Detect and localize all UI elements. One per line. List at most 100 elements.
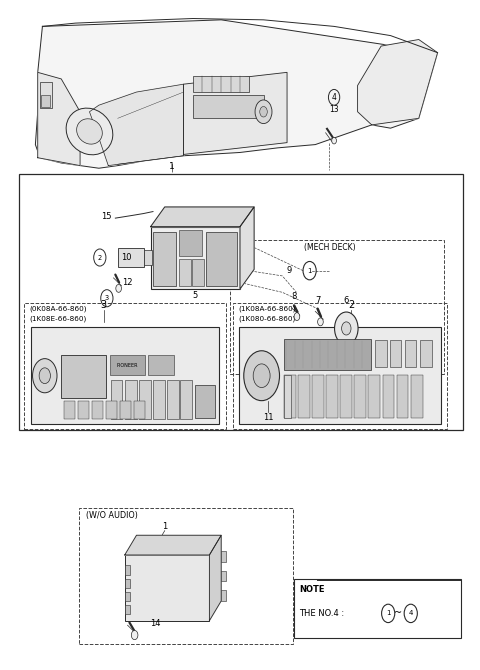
Text: 10: 10 (121, 253, 132, 262)
Text: 1: 1 (162, 522, 168, 531)
Bar (153, 232, 177, 286)
Bar (383, 375, 394, 417)
Bar (179, 259, 191, 286)
Bar (206, 232, 237, 286)
Bar (229, 240, 444, 375)
Bar (139, 380, 151, 419)
Circle shape (332, 137, 336, 144)
Bar (118, 249, 144, 267)
Bar (148, 355, 174, 375)
Polygon shape (36, 20, 438, 168)
Bar (125, 565, 131, 575)
Bar (233, 303, 447, 429)
Text: 2: 2 (348, 300, 354, 310)
Polygon shape (125, 535, 221, 555)
Bar (24, 303, 226, 429)
Polygon shape (240, 207, 254, 289)
Bar (79, 509, 293, 644)
Text: 13: 13 (329, 105, 339, 114)
Bar (41, 95, 50, 107)
Bar (19, 174, 463, 430)
Bar (78, 401, 89, 419)
Bar (239, 327, 441, 424)
Bar (375, 340, 387, 366)
Bar (354, 375, 366, 417)
Polygon shape (209, 535, 221, 620)
Bar (221, 551, 226, 561)
Bar (144, 251, 152, 265)
Ellipse shape (66, 108, 113, 155)
Text: (1K08A-66-860): (1K08A-66-860) (239, 306, 296, 312)
Bar (92, 401, 103, 419)
Circle shape (244, 351, 279, 401)
Polygon shape (358, 40, 438, 125)
Bar (340, 375, 352, 417)
Bar (193, 95, 264, 119)
Bar (390, 340, 401, 366)
Bar (193, 76, 250, 92)
Bar (294, 580, 461, 639)
Text: 7: 7 (315, 295, 320, 305)
Bar (63, 401, 75, 419)
Bar (153, 380, 165, 419)
Bar (284, 375, 291, 417)
Bar (192, 259, 204, 286)
Circle shape (335, 312, 358, 345)
Polygon shape (38, 72, 80, 165)
Bar (120, 401, 132, 419)
Text: THE NO.4 :: THE NO.4 : (299, 609, 347, 618)
Bar (134, 401, 145, 419)
Polygon shape (151, 207, 254, 226)
Circle shape (33, 358, 57, 393)
Text: 14: 14 (150, 619, 161, 628)
Text: NOTE: NOTE (299, 584, 324, 594)
Bar (396, 375, 408, 417)
Circle shape (318, 318, 323, 326)
Text: 1: 1 (307, 267, 312, 273)
Text: 1: 1 (169, 162, 175, 172)
Bar (312, 375, 324, 417)
Bar (151, 226, 240, 289)
Text: 5: 5 (192, 291, 198, 300)
Bar (125, 592, 131, 601)
Text: ~: ~ (395, 608, 403, 618)
Bar (221, 590, 226, 601)
Circle shape (260, 107, 267, 117)
Bar (110, 380, 122, 419)
Bar (221, 571, 226, 582)
Circle shape (255, 100, 272, 123)
Bar (125, 605, 131, 614)
Polygon shape (89, 84, 183, 165)
Bar (284, 375, 296, 417)
Bar (40, 82, 52, 109)
Text: 4: 4 (408, 610, 413, 616)
Bar (405, 340, 416, 366)
Ellipse shape (77, 119, 102, 144)
Bar (125, 579, 131, 588)
Text: (0K08A-66-860): (0K08A-66-860) (29, 306, 87, 312)
Bar (298, 375, 310, 417)
Bar (369, 375, 380, 417)
Bar (167, 380, 179, 419)
Text: 9: 9 (287, 266, 292, 275)
Bar (179, 230, 203, 256)
Text: (W/O AUDIO): (W/O AUDIO) (86, 511, 138, 520)
Text: 15: 15 (101, 212, 111, 221)
Text: (MECH DECK): (MECH DECK) (303, 243, 355, 251)
Text: 1: 1 (386, 610, 390, 616)
Circle shape (116, 285, 121, 292)
Text: 11: 11 (263, 413, 274, 421)
Text: 3: 3 (105, 295, 109, 302)
Bar (125, 555, 209, 620)
Bar (195, 385, 215, 417)
Text: 12: 12 (122, 278, 133, 287)
Text: (1K080-66-860): (1K080-66-860) (239, 316, 296, 322)
Circle shape (39, 368, 50, 384)
Text: 2: 2 (98, 255, 102, 261)
Circle shape (253, 364, 270, 387)
Text: PIONEER: PIONEER (116, 362, 138, 368)
Text: 6: 6 (344, 295, 349, 305)
Bar (31, 327, 219, 424)
Bar (61, 355, 106, 398)
Text: (1K08E-66-860): (1K08E-66-860) (29, 316, 86, 322)
